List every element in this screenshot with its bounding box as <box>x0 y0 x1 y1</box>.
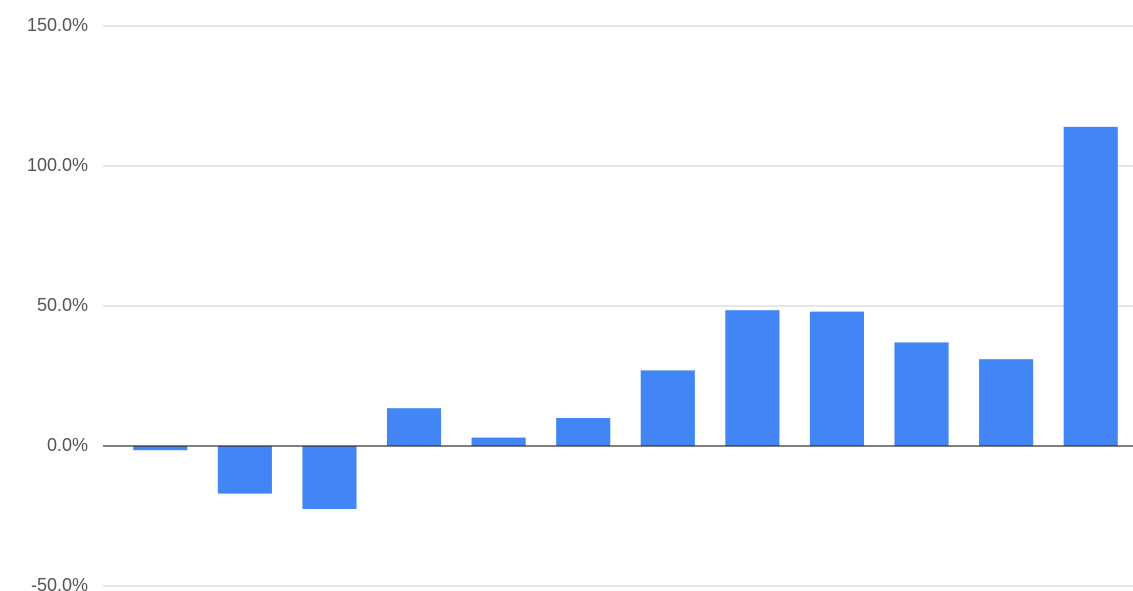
bar <box>386 408 442 446</box>
y-tick-label: -50.0% <box>31 575 88 591</box>
y-tick-label: 150.0% <box>27 15 88 35</box>
y-tick-label: 0.0% <box>47 435 88 455</box>
bar <box>894 342 949 446</box>
bar <box>979 359 1034 446</box>
bar <box>725 310 780 446</box>
bar <box>217 446 272 494</box>
bar <box>302 446 357 509</box>
bar <box>471 437 526 446</box>
bar <box>809 311 865 446</box>
bar <box>1063 126 1118 447</box>
bar <box>556 418 611 446</box>
y-tick-label: 100.0% <box>27 155 88 175</box>
bar <box>133 446 188 451</box>
y-tick-label: 50.0% <box>37 295 88 315</box>
bar <box>640 370 695 446</box>
